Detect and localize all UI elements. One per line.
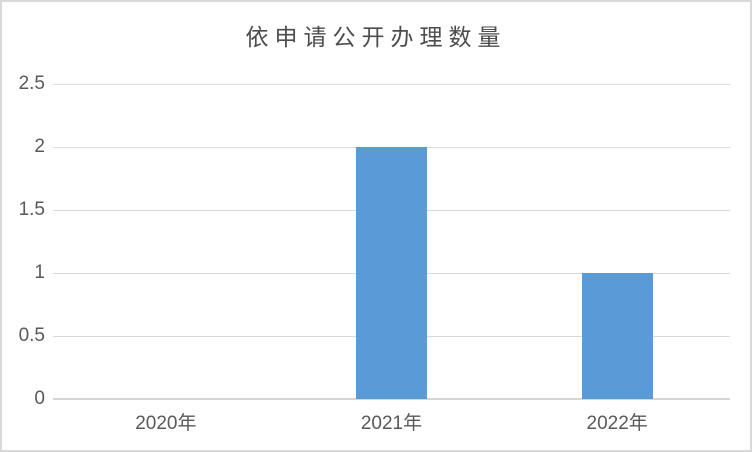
x-tick-label: 2020年 bbox=[135, 413, 197, 434]
bar-2022年 bbox=[581, 273, 653, 399]
bar-2021年 bbox=[356, 147, 427, 399]
plot-area bbox=[53, 84, 730, 400]
y-tick-label: 2.5 bbox=[18, 73, 45, 94]
gridline bbox=[53, 84, 730, 85]
x-tick-label: 2021年 bbox=[360, 413, 423, 434]
y-tick-label: 0 bbox=[34, 388, 45, 409]
y-tick-label: 2 bbox=[34, 136, 45, 157]
chart-title: 依申请公开办理数量 bbox=[245, 25, 507, 51]
y-tick-label: 0.5 bbox=[18, 325, 45, 346]
x-tick-label: 2022年 bbox=[586, 413, 648, 434]
y-tick-label: 1 bbox=[34, 262, 45, 283]
x-axis-line bbox=[53, 398, 730, 400]
y-tick-label: 1.5 bbox=[18, 199, 45, 220]
